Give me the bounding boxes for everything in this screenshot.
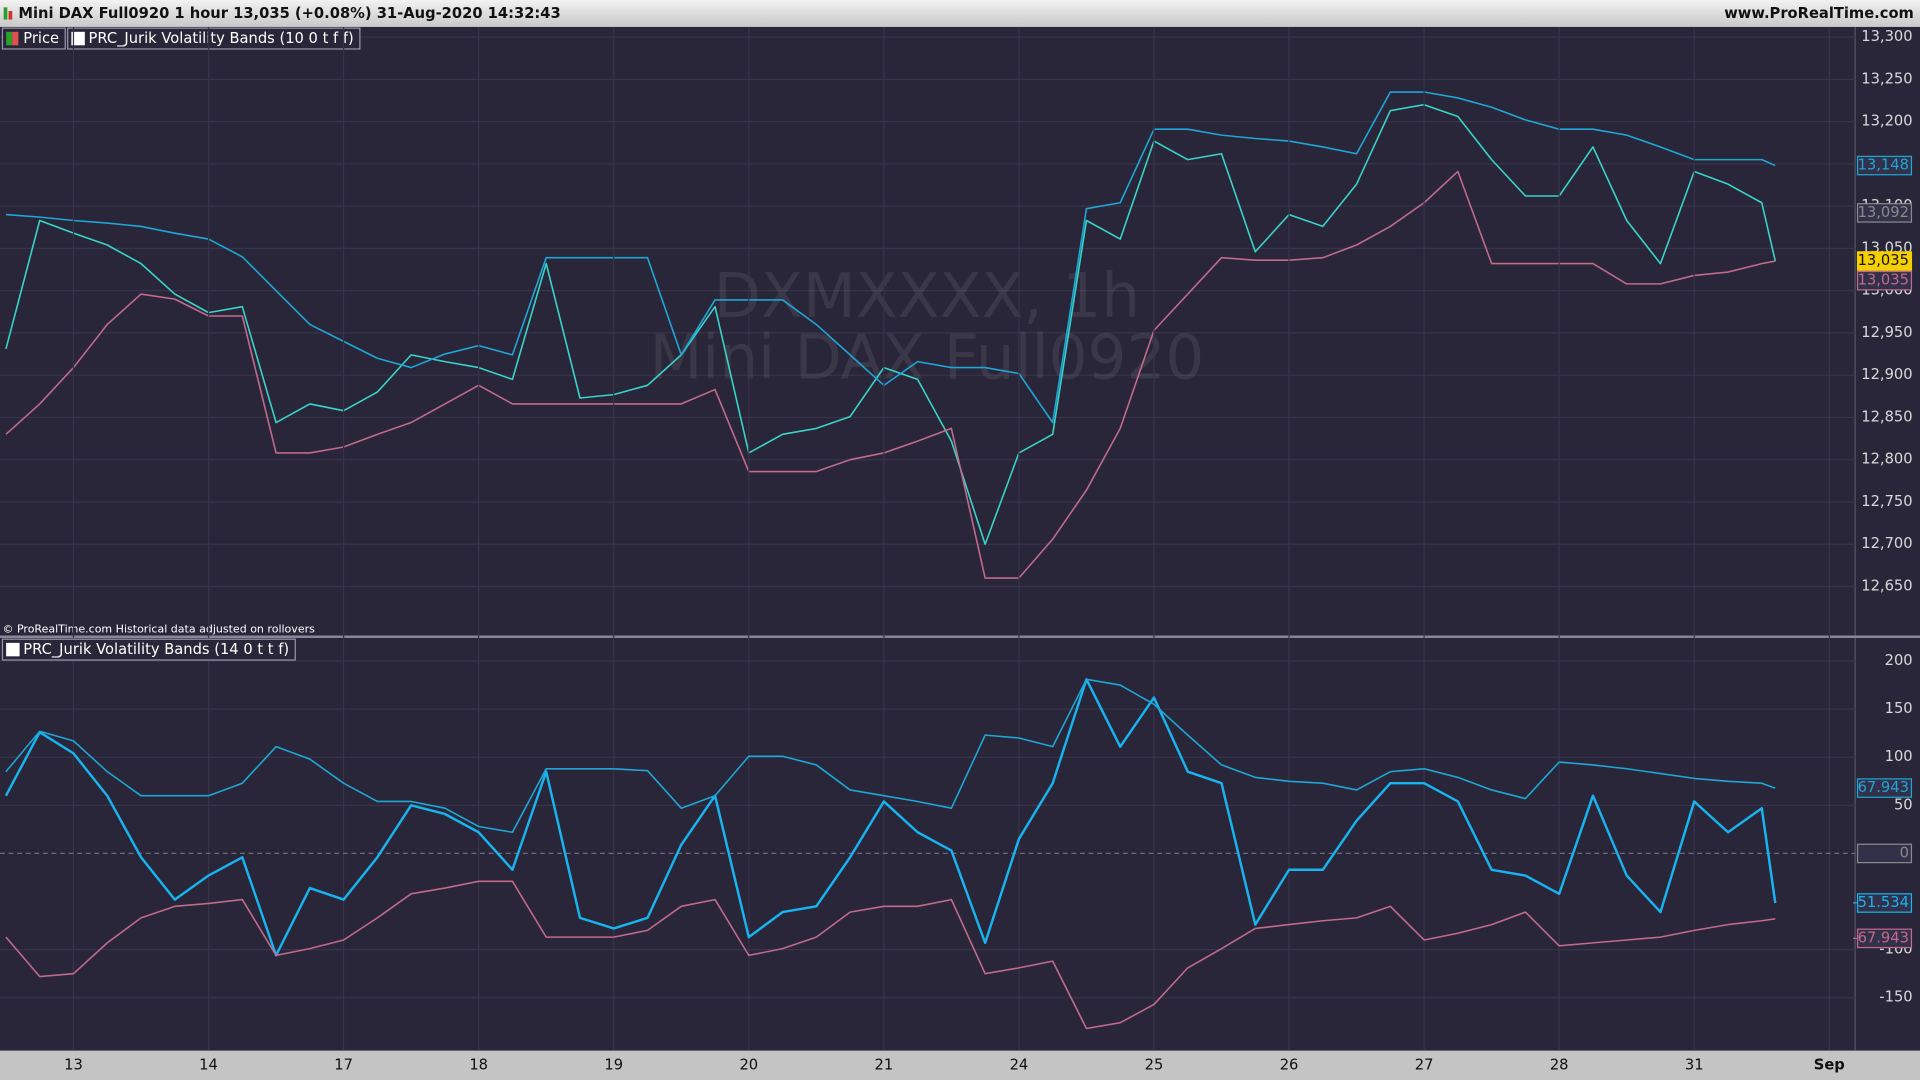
- y-tick-label: 12,650: [1861, 577, 1912, 594]
- x-tick-label: Sep: [1814, 1056, 1845, 1073]
- y-tick-label: 12,850: [1861, 408, 1912, 425]
- value-box: [1856, 251, 1913, 271]
- value-box-label: -51.534: [1852, 894, 1909, 911]
- y-tick-label: 12,900: [1861, 366, 1912, 383]
- y-tick-label: 50: [1894, 796, 1913, 813]
- y-tick-label: 200: [1885, 652, 1913, 669]
- legend-box: [67, 27, 361, 50]
- x-tick-label: 27: [1415, 1056, 1434, 1073]
- legend-item: PRC_Jurik Volatility Bands (10 0 t f f): [67, 27, 361, 50]
- series-line: [5, 678, 1776, 834]
- value-box-label: 13,148: [1858, 157, 1909, 174]
- value-box: [1856, 928, 1913, 949]
- series-line: [5, 880, 1776, 1030]
- value-box-label: 0: [1900, 844, 1909, 861]
- value-box-label: 13,092: [1858, 204, 1909, 221]
- value-box-label: -67.943: [1852, 929, 1909, 946]
- y-tick-label: 13,200: [1861, 113, 1912, 130]
- series-line: [4, 678, 1777, 957]
- watermark: Mini DAX Full0920: [649, 322, 1204, 393]
- title-bar: [0, 0, 1920, 27]
- legend-item: PRC_Jurik Volatility Bands (14 0 t t f): [1, 638, 296, 661]
- y-tick-label: 12,800: [1861, 451, 1912, 468]
- footnote: © ProRealTime.com Historical data adjust…: [2, 622, 315, 635]
- x-tick-label: 31: [1685, 1056, 1704, 1073]
- x-tick-label: 17: [334, 1056, 353, 1073]
- series-line: [5, 91, 1776, 424]
- value-box: [1856, 893, 1913, 913]
- value-box: [1856, 270, 1913, 291]
- y-tick-label: 12,750: [1861, 493, 1912, 510]
- x-tick-label: 18: [469, 1056, 488, 1073]
- y-tick-label: -150: [1879, 989, 1912, 1006]
- legend-label: PRC_Jurik Volatility Bands (10 0 t f f): [88, 30, 353, 47]
- y-tick-label: 12,950: [1861, 324, 1912, 341]
- legend-item: Price: [1, 27, 66, 50]
- legend-swatch: [12, 31, 19, 46]
- legend-label: Price: [23, 30, 59, 47]
- value-box: [1856, 203, 1913, 223]
- value-box-label: 13,035: [1858, 252, 1909, 269]
- series-line: [5, 170, 1776, 579]
- title: Mini DAX Full0920 1 hour 13,035 (+0.08%)…: [18, 5, 560, 22]
- x-tick-label: 19: [604, 1056, 623, 1073]
- x-axis-bar: [0, 1050, 1920, 1080]
- x-tick-label: 14: [199, 1056, 218, 1073]
- value-box-label: 67.943: [1858, 779, 1909, 796]
- value-box-label: 13,035: [1858, 272, 1909, 289]
- y-tick-label: 13,250: [1861, 70, 1912, 87]
- site: www.ProRealTime.com: [1724, 5, 1914, 22]
- value-box: [1856, 155, 1913, 176]
- x-tick-label: 26: [1280, 1056, 1299, 1073]
- y-tick-label: 13,300: [1861, 28, 1912, 45]
- legend-swatch: [6, 642, 20, 657]
- title-icon: [8, 11, 13, 20]
- value-box: [1856, 778, 1913, 798]
- legend-swatch: [6, 31, 13, 46]
- x-tick-label: 25: [1145, 1056, 1164, 1073]
- legend-label: PRC_Jurik Volatility Bands (14 0 t t f): [23, 641, 289, 658]
- x-tick-label: 28: [1550, 1056, 1569, 1073]
- plot-layer: 12,650 12,700 12,750 12,800 12,850 12,900 12,9…: [0, 26, 1913, 1073]
- x-tick-label: 21: [875, 1056, 894, 1073]
- x-tick-label: 24: [1010, 1056, 1029, 1073]
- y-tick-label: 12,700: [1861, 535, 1912, 552]
- y-tick-label: 150: [1885, 700, 1913, 717]
- y-tick-label: 100: [1885, 748, 1913, 765]
- value-box: [1856, 843, 1913, 864]
- x-tick-label: 13: [64, 1056, 83, 1073]
- legend-swatch: [71, 31, 85, 46]
- legend-box: [1, 638, 296, 661]
- title-icon: [3, 7, 8, 20]
- x-tick-label: 20: [739, 1056, 758, 1073]
